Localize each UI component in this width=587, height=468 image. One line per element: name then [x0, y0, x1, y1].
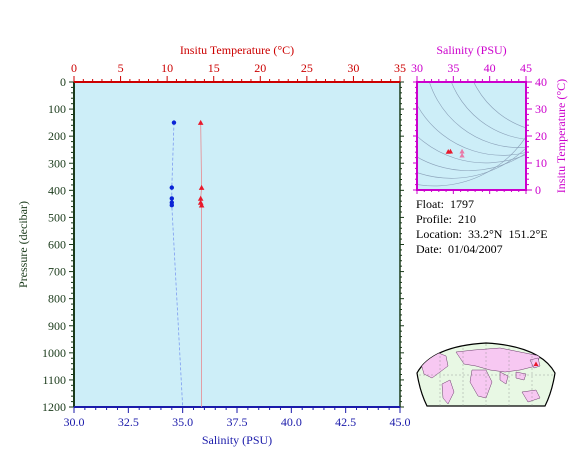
- temperature-point: [197, 119, 204, 125]
- density-contour: [417, 104, 526, 156]
- salinity-tick-label: 32.5: [118, 415, 139, 429]
- ts-background: [417, 82, 526, 190]
- land-mass: [515, 371, 527, 381]
- temperature-tick-label: 20: [254, 61, 266, 75]
- temperature-tick-label: 0: [71, 61, 77, 75]
- temperature-tick-label: 30: [347, 61, 359, 75]
- profile-value: 210: [458, 212, 476, 226]
- ts-temperature-tick-label: 40: [535, 75, 547, 89]
- ts-temperature-tick-label: 0: [535, 183, 541, 197]
- date-value: 01/04/2007: [448, 242, 503, 256]
- float-value: 1797: [450, 197, 475, 211]
- pressure-tick-label: 700: [48, 265, 66, 279]
- ts-salinity-tick-label: 45: [520, 61, 532, 75]
- land-mass: [499, 371, 509, 385]
- salinity-tick-label: 30.0: [64, 415, 85, 429]
- temperature-tick-label: 15: [208, 61, 220, 75]
- temperature-point: [198, 184, 205, 190]
- ts-point: [459, 148, 465, 154]
- float-info: Float: 1797: [416, 197, 474, 212]
- location-value: 33.2°N 151.2°E: [467, 227, 548, 241]
- temperature-axis-label: Insitu Temperature (°C): [180, 43, 294, 57]
- temperature-tick-label: 10: [161, 61, 173, 75]
- salinity-point: [171, 120, 177, 125]
- salinity-point: [169, 185, 174, 190]
- salinity-tick-label: 45.0: [390, 415, 411, 429]
- salinity-point: [169, 196, 174, 201]
- pressure-tick-label: 200: [48, 129, 66, 143]
- temperature-tick-label: 5: [118, 61, 124, 75]
- temperature-point: [197, 195, 204, 201]
- salinity-tick-label: 35.0: [172, 415, 193, 429]
- pressure-tick-label: 800: [48, 292, 66, 306]
- pressure-tick-label: 1100: [42, 373, 66, 387]
- pressure-tick-label: 100: [48, 102, 66, 116]
- temperature-tick-label: 25: [301, 61, 313, 75]
- density-contour: [429, 82, 526, 148]
- pressure-tick-label: 300: [48, 156, 66, 170]
- density-contour: [417, 152, 526, 171]
- salinity-tick-label: 40.0: [281, 415, 302, 429]
- land-mass: [455, 347, 541, 373]
- pressure-axis-label: Pressure (decibar): [16, 201, 30, 288]
- density-contour: [450, 82, 526, 140]
- density-contours: [417, 82, 526, 187]
- location-label: Location:: [416, 227, 462, 241]
- pressure-tick-label: 400: [48, 183, 66, 197]
- salinity-axis-label: Salinity (PSU): [202, 433, 272, 447]
- location-info: Location: 33.2°N 151.2°E: [416, 227, 548, 242]
- density-contour: [417, 136, 526, 187]
- ts-temperature-axis-label: Insitu Temperature (°C): [554, 79, 568, 193]
- date-info: Date: 01/04/2007: [416, 242, 503, 257]
- date-label: Date:: [416, 242, 442, 256]
- world-map: [416, 342, 556, 407]
- ts-point: [459, 152, 465, 158]
- float-location-marker: [533, 361, 539, 366]
- pressure-tick-label: 0: [60, 75, 66, 89]
- ts-point: [447, 148, 454, 154]
- ts-salinity-tick-label: 30: [411, 61, 423, 75]
- pressure-tick-label: 600: [48, 238, 66, 252]
- plot-background: [74, 82, 400, 407]
- land-masses: [417, 343, 555, 406]
- ts-temperature-tick-label: 10: [535, 156, 547, 170]
- ts-salinity-tick-label: 35: [447, 61, 459, 75]
- pressure-tick-label: 900: [48, 319, 66, 333]
- salinity-point: [169, 203, 174, 208]
- land-mass: [521, 389, 541, 403]
- pressure-tick-label: 1200: [42, 400, 66, 414]
- density-contour: [417, 135, 526, 164]
- ts-salinity-axis-label: Salinity (PSU): [436, 43, 506, 57]
- land-mass: [441, 379, 455, 405]
- profile-info: Profile: 210: [416, 212, 476, 227]
- float-label: Float:: [416, 197, 445, 211]
- temperature-tick-label: 35: [394, 61, 406, 75]
- profile-label: Profile:: [416, 212, 452, 226]
- salinity-tick-label: 42.5: [335, 415, 356, 429]
- profile-chart: 0100200300400500600700800900100011001200…: [16, 43, 411, 447]
- pressure-tick-label: 500: [48, 210, 66, 224]
- density-contour: [417, 147, 526, 179]
- ts-temperature-tick-label: 30: [535, 102, 547, 116]
- ts-temperature-tick-label: 20: [535, 129, 547, 143]
- temperature-point: [198, 202, 205, 208]
- salinity-tick-label: 37.5: [227, 415, 248, 429]
- ts-salinity-tick-label: 40: [484, 61, 496, 75]
- pressure-tick-label: 1000: [42, 346, 66, 360]
